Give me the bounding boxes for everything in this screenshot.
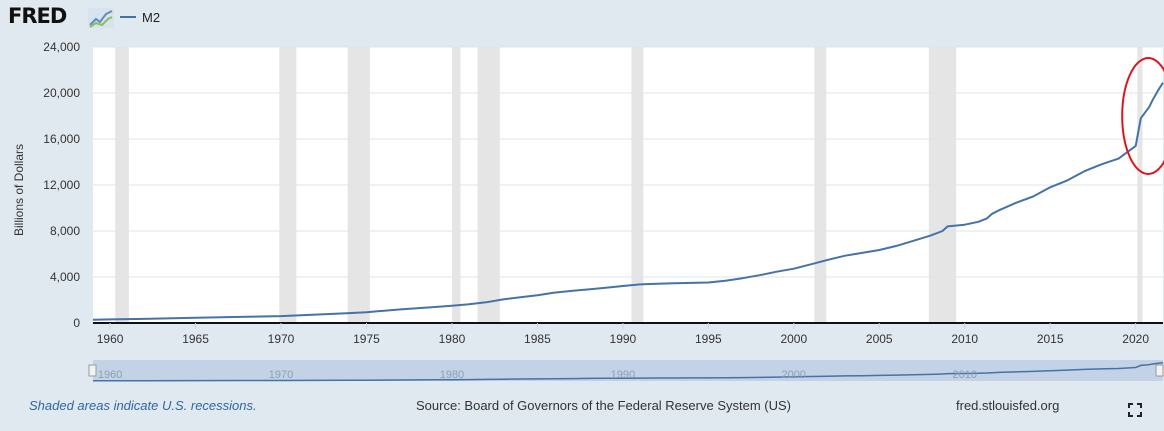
navigator-handle-right[interactable] (1155, 364, 1164, 377)
x-tick-label: 1970 (268, 332, 295, 346)
navigator-series (93, 361, 1164, 382)
navigator-label: 1980 (440, 369, 464, 381)
x-tick-label: 1960 (97, 332, 124, 346)
series-line-m2[interactable] (92, 82, 1164, 321)
y-tick-label: 16,000 (43, 132, 80, 146)
line-chart-logo-icon (88, 8, 114, 28)
x-tick-label: 1990 (610, 332, 637, 346)
x-tick-label: 1975 (353, 332, 380, 346)
x-tick-label: 1985 (524, 332, 551, 346)
y-tick-label: 0 (73, 316, 80, 330)
y-tick-label: 12,000 (43, 178, 80, 192)
annotation-circle (1121, 57, 1164, 175)
fullscreen-icon[interactable] (1128, 403, 1142, 417)
x-tick-label: 2020 (1122, 332, 1149, 346)
legend-label-m2[interactable]: M2 (142, 9, 161, 25)
navigator-label: 2000 (782, 369, 806, 381)
recession-note: Shaded areas indicate U.S. recessions. (29, 398, 257, 413)
chart: 0 4,000 8,000 12,000 16,000 20,000 24,000 Bill… (12, 40, 1164, 382)
x-tick-label: 1965 (182, 332, 209, 346)
y-tick-label: 4,000 (50, 270, 80, 284)
x-tick-label: 2015 (1037, 332, 1064, 346)
chart-header: FRED M2 (0, 0, 1164, 36)
x-tick-label: 1995 (695, 332, 722, 346)
site-url: fred.stlouisfed.org (956, 398, 1060, 413)
navigator-label: 1990 (611, 369, 635, 381)
legend-swatch-m2 (120, 16, 136, 18)
x-tick-label: 2005 (866, 332, 893, 346)
source-text: Source: Board of Governors of the Federa… (416, 398, 791, 413)
x-tick-label: 1980 (439, 332, 466, 346)
y-axis-title: Billions of Dollars (12, 144, 26, 236)
y-tick-label: 20,000 (43, 86, 80, 100)
navigator-handle-left[interactable] (88, 364, 97, 377)
x-tick-label: 2000 (780, 332, 807, 346)
navigator-label: 1970 (269, 369, 293, 381)
navigator-label: 1960 (98, 369, 122, 381)
navigator-label: 2010 (952, 369, 976, 381)
legend: M2 (120, 9, 160, 25)
chart-footer: Shaded areas indicate U.S. recessions. S… (0, 395, 1164, 419)
y-tick-label: 24,000 (43, 40, 80, 54)
y-tick-label: 8,000 (50, 224, 80, 238)
x-tick-label: 2010 (951, 332, 978, 346)
fred-logo[interactable]: FRED (8, 4, 67, 28)
